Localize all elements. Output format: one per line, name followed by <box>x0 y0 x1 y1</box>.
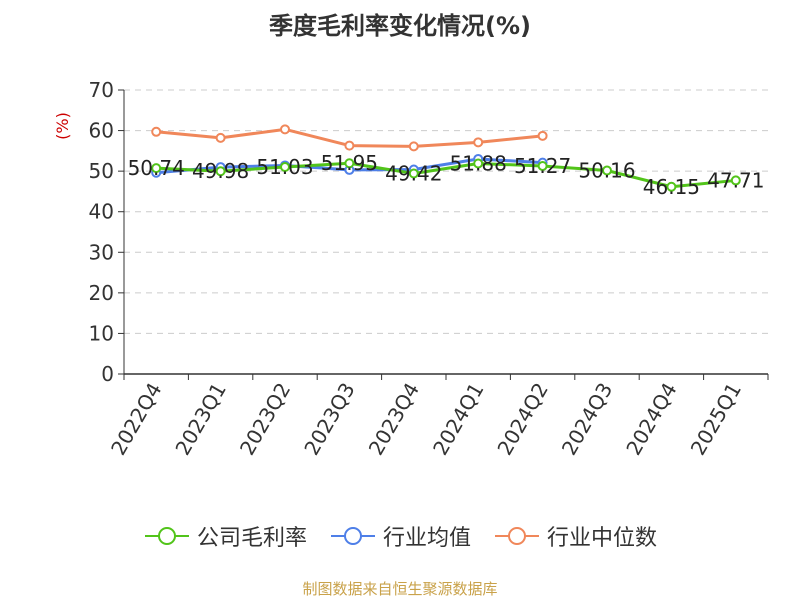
legend-item[interactable]: 行业中位数 <box>493 520 657 552</box>
y-axis-label: (%) <box>53 112 72 140</box>
legend-marker-icon <box>330 527 375 545</box>
data-point[interactable] <box>602 165 612 176</box>
y-tick-label: 60 <box>89 119 114 143</box>
x-tick-label: 2024Q2 <box>492 379 552 460</box>
label-layer: 50.74 49.98 51.03 51.95 49.42 51.88 51.27 50.16… <box>128 151 765 199</box>
data-point[interactable] <box>215 132 226 143</box>
legend-item[interactable]: 行业均值 <box>329 520 471 552</box>
data-point[interactable] <box>344 158 355 169</box>
source-note: 制图数据来自恒生聚源数据库 <box>302 580 498 598</box>
data-point[interactable] <box>215 166 226 177</box>
data-label: 50.74 <box>128 156 185 180</box>
data-point[interactable] <box>151 163 162 174</box>
legend-label: 行业均值 <box>382 526 471 551</box>
data-label: 50.16 <box>578 158 635 182</box>
data-point[interactable] <box>344 140 355 151</box>
legend-item[interactable]: 公司毛利率 <box>143 520 307 552</box>
data-point[interactable] <box>280 124 290 135</box>
x-tick-label: 2024Q4 <box>621 379 681 460</box>
legend-marker-icon <box>495 527 539 545</box>
y-tick-label: 20 <box>89 281 114 305</box>
x-tick-label: 2023Q2 <box>235 379 295 460</box>
x-tick-label: 2024Q3 <box>557 379 617 460</box>
data-point[interactable] <box>537 130 548 141</box>
chart-title: 季度毛利率变化情况(%) <box>269 12 531 40</box>
x-tick-label: 2023Q1 <box>170 379 230 460</box>
data-point[interactable] <box>151 126 162 137</box>
y-tick-label: 0 <box>101 362 114 386</box>
data-point[interactable] <box>537 160 548 171</box>
x-tick-label: 2025Q1 <box>686 379 746 460</box>
data-label: 51.27 <box>514 154 571 178</box>
data-point[interactable] <box>473 137 484 148</box>
data-label: 51.95 <box>321 151 378 175</box>
series-layer <box>151 124 741 192</box>
data-point[interactable] <box>473 158 484 169</box>
data-point[interactable] <box>408 141 419 152</box>
data-label: 46.15 <box>643 175 700 199</box>
legend-label: 行业中位数 <box>547 526 658 551</box>
data-label: 51.03 <box>256 155 313 179</box>
data-label: 49.98 <box>192 159 249 183</box>
y-tick-label: 10 <box>89 321 114 345</box>
data-point[interactable] <box>408 168 419 179</box>
data-label: 51.88 <box>450 152 507 176</box>
y-tick-label: 50 <box>89 159 114 183</box>
data-label: 49.42 <box>385 161 442 185</box>
series-line <box>154 161 738 189</box>
legend-marker-icon <box>144 527 189 545</box>
x-tick-label: 2022Q4 <box>106 379 166 460</box>
x-tick-label: 2024Q1 <box>428 379 488 460</box>
data-point[interactable] <box>280 161 290 172</box>
x-tick-label: 2023Q3 <box>299 379 359 460</box>
legend-label: 公司毛利率 <box>196 526 307 551</box>
x-tick-label: 2023Q4 <box>364 379 424 460</box>
data-label: 47.71 <box>707 168 764 192</box>
data-point[interactable] <box>730 175 741 186</box>
grid-layer <box>124 89 768 334</box>
data-point[interactable] <box>666 181 677 192</box>
y-tick-label: 70 <box>89 78 114 102</box>
y-tick-label: 30 <box>89 240 114 264</box>
y-tick-label: 40 <box>89 200 114 224</box>
legend: 公司毛利率 行业均值 行业中位数 <box>0 520 800 552</box>
